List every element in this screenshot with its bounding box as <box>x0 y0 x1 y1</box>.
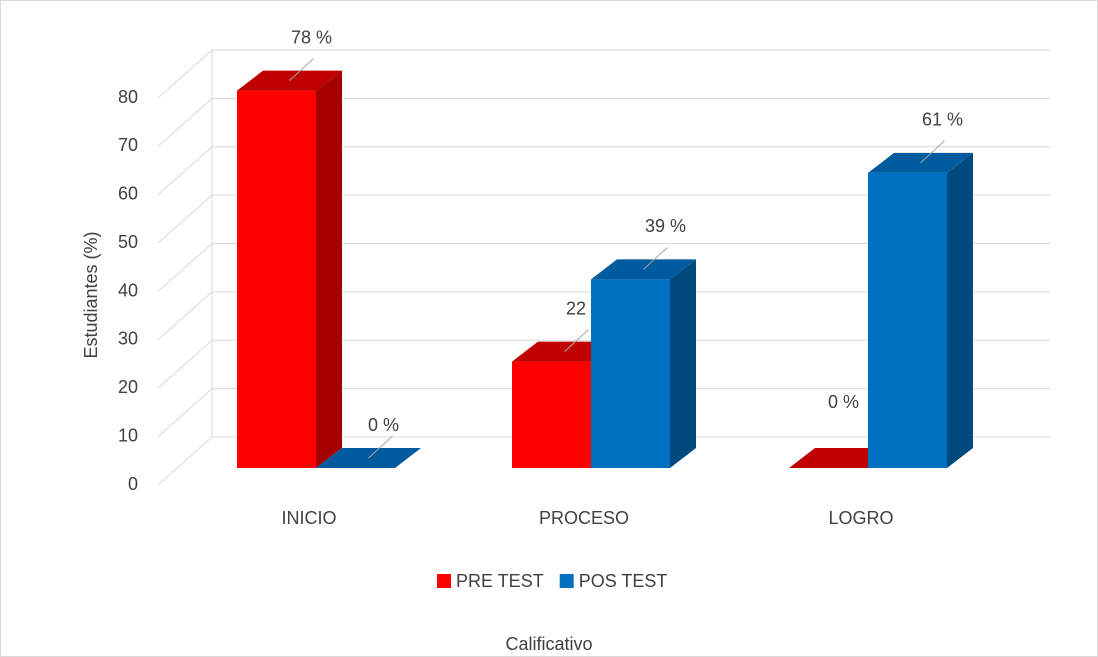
data-label: 0 % <box>828 392 859 412</box>
data-label: 0 % <box>368 415 399 435</box>
y-tick-label: 60 <box>118 184 138 204</box>
leader-line <box>289 58 314 82</box>
leader-line <box>564 329 589 352</box>
bar-face <box>237 90 316 469</box>
bar-face <box>670 259 696 468</box>
y-tick-label: 10 <box>118 425 138 445</box>
grid-line <box>157 291 213 341</box>
leader-line <box>643 246 668 270</box>
bar <box>591 259 696 468</box>
y-tick-label: 30 <box>118 329 138 349</box>
bar <box>237 70 342 469</box>
grid-line <box>157 436 213 486</box>
y-tick-label: 50 <box>118 232 138 252</box>
grid-line <box>157 146 213 196</box>
data-label: 39 % <box>645 216 686 236</box>
bar <box>789 448 894 468</box>
bar-face <box>789 448 894 468</box>
bar-face <box>512 361 591 468</box>
grid-line <box>157 49 213 99</box>
bar-face <box>316 70 342 469</box>
x-axis-title: Calificativo <box>505 634 592 654</box>
y-tick-label: 80 <box>118 87 138 107</box>
legend-label: PRE TEST <box>456 571 544 591</box>
y-tick-label: 0 <box>128 474 138 494</box>
legend-swatch <box>437 574 451 588</box>
grid-line <box>157 339 213 389</box>
y-axis-title: Estudiantes (%) <box>81 231 101 358</box>
y-tick-label: 70 <box>118 135 138 155</box>
leader-line <box>368 435 393 459</box>
grid-line <box>157 98 213 147</box>
x-tick-label: INICIO <box>281 508 336 528</box>
grid-line <box>157 388 213 437</box>
leader-line <box>920 140 945 164</box>
y-tick-label: 40 <box>118 280 138 300</box>
grid-line <box>157 194 213 244</box>
x-tick-label: LOGRO <box>828 508 893 528</box>
y-tick-label: 20 <box>118 377 138 397</box>
bar-face <box>591 279 670 468</box>
data-label: 61 % <box>922 110 963 130</box>
legend-swatch <box>559 574 574 588</box>
x-tick-label: PROCESO <box>539 508 629 528</box>
bar-face <box>868 172 947 468</box>
bar <box>868 152 973 468</box>
legend-label: POS TEST <box>579 571 668 591</box>
bar-face <box>947 152 973 468</box>
grid-line <box>157 243 213 292</box>
data-label: 78 % <box>291 27 332 47</box>
